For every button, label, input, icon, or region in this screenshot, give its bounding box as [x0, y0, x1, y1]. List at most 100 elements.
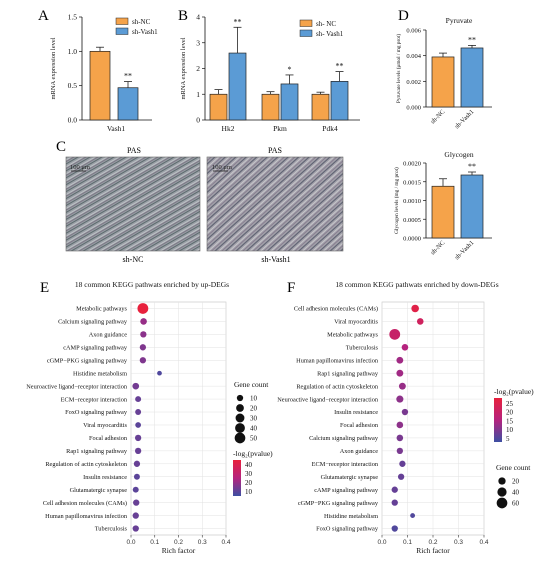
color-legend-label: 30 — [245, 470, 253, 478]
legend-swatch — [299, 19, 313, 27]
pathway-label: cAMP signaling pathway — [314, 487, 379, 494]
size-legend-dot — [235, 423, 245, 433]
x-tick-label: sh-Vash1 — [454, 108, 476, 130]
pathway-label: Metabolic pathways — [76, 306, 127, 313]
bubble-4 — [139, 344, 147, 351]
x-tick-label: 0.3 — [454, 539, 463, 546]
panel-label-a: A — [38, 8, 49, 24]
bubble-15 — [132, 486, 139, 493]
x-tick-label: 0.0 — [126, 539, 135, 546]
pas-label-nc: PAS — [127, 146, 141, 155]
y-axis-label: mRNA expression level — [50, 37, 57, 99]
bubble-16 — [391, 499, 398, 506]
chart-f: 0.0 0.1 0.2 0.3 0.4 Cell adhesion molecules (… — [277, 280, 534, 555]
pathway-label: Human papillomavirus infection — [296, 357, 379, 364]
pathway-label: Calcium signaling pathway — [309, 435, 379, 442]
bubble-2 — [140, 318, 147, 325]
y-tick-label: 0 — [196, 116, 200, 125]
x-tick-label: Vash1 — [107, 124, 126, 133]
pathway-label: Cell adhesion molecules (CAMs) — [43, 500, 127, 507]
y-tick-label: 0.0005 — [403, 217, 421, 224]
size-legend-dot — [498, 477, 506, 485]
pathway-label: Metabolic pathways — [327, 332, 378, 339]
bubble-3 — [140, 331, 147, 338]
y-axis-label: Pyruvate levels (μmol / mg prot) — [395, 34, 402, 103]
bubble-15 — [391, 486, 398, 493]
x-tick-label: 0.1 — [403, 539, 412, 546]
x-tick-label: 0.3 — [198, 539, 207, 546]
bubble-4 — [401, 344, 409, 351]
x-tick-label: sh-NC — [429, 239, 446, 256]
bubble-13 — [133, 460, 141, 467]
legend-swatch — [115, 27, 129, 35]
color-legend-label: 5 — [506, 435, 510, 443]
y-tick-label: 0.0010 — [403, 198, 421, 205]
size-legend-dot — [234, 432, 246, 444]
bubble-12 — [134, 447, 142, 455]
color-legend-bar — [233, 460, 241, 496]
y-tick-label: 4 — [196, 13, 200, 22]
color-legend-label: 20 — [506, 409, 514, 417]
y-tick-label: 0.002 — [406, 79, 421, 86]
bubble-12 — [396, 447, 404, 455]
color-legend-label: 15 — [506, 417, 514, 425]
pas-panel-nc: PAS 100 μm sh-NC — [65, 146, 201, 264]
size-legend-label: 20 — [512, 478, 520, 486]
size-legend-title: Gene count — [234, 380, 269, 389]
legend-swatch — [299, 29, 313, 37]
bubble-9 — [135, 409, 142, 415]
bubble-6 — [396, 369, 404, 377]
color-legend-title: -log₂(pvalue) — [494, 387, 534, 396]
bubble-13 — [399, 460, 406, 467]
panel-label-e: E — [40, 280, 49, 296]
x-axis-label: Rich factor — [416, 546, 450, 555]
y-tick-label: 0.0 — [68, 116, 78, 125]
y-axis-label: Glycogen levels (mg / mg prot) — [393, 167, 400, 234]
pathway-label: Regulation of actin cytoskeleton — [45, 461, 128, 468]
bubble-1 — [137, 303, 149, 314]
bubble-7 — [132, 382, 140, 390]
significance-mark: * — [288, 65, 292, 74]
y-axis-label: mRNA expression level — [180, 37, 187, 99]
chart-title: Pyruvate — [446, 16, 473, 25]
bubble-5 — [396, 356, 404, 364]
bar-glycogen-0 — [431, 185, 455, 239]
chart-title: Glycogen — [444, 150, 473, 159]
chart-pyruvate: 0.000 0.002 0.004 0.006 Pyruvate levels (μmo… — [395, 16, 492, 130]
y-tick-label: 0.004 — [406, 53, 421, 60]
size-legend-label: 10 — [250, 395, 258, 403]
bubble-14 — [397, 473, 405, 480]
pathway-label: Tuberculosis — [346, 345, 379, 352]
pathway-label: Viral myocarditis — [334, 319, 378, 326]
panel-label-f: F — [287, 280, 295, 296]
size-legend-title: Gene count — [496, 463, 531, 472]
pathway-label: Rap1 signaling pathway — [66, 448, 128, 455]
pas-image-nc — [65, 156, 201, 252]
bubble-17 — [410, 513, 416, 518]
size-legend-label: 50 — [250, 435, 258, 443]
chart-a: 0.0 0.5 1.0 1.5 mRNA expression level ** Vash1… — [50, 13, 158, 134]
size-legend-label: 30 — [250, 415, 258, 423]
bubble-2 — [416, 318, 424, 325]
pas-caption-nc: sh-NC — [123, 255, 144, 264]
significance-mark: ** — [336, 62, 344, 71]
legend-label: sh-Vash1 — [132, 28, 158, 36]
significance-mark: ** — [124, 72, 132, 81]
pathway-label: Focal adhesion — [340, 422, 379, 429]
bubble-8 — [135, 396, 142, 403]
pathway-label: Focal adhesion — [89, 435, 128, 442]
pathway-label: Human papillomavirus infection — [45, 513, 128, 520]
x-tick-label: Pdk4 — [322, 124, 338, 133]
bubble-14 — [133, 473, 140, 480]
size-legend-label: 60 — [512, 500, 520, 508]
bubble-11 — [396, 434, 404, 442]
legend-label: sh- Vash1 — [316, 30, 344, 38]
x-tick-label: sh-NC — [429, 108, 446, 125]
chart-title: 18 common KEGG pathwats enriched by up-D… — [75, 280, 229, 289]
pas-scale-nc: 100 μm — [70, 164, 90, 171]
color-legend-label: 40 — [245, 461, 253, 469]
color-legend-label: 10 — [245, 488, 253, 496]
legend-label: sh-NC — [132, 18, 151, 26]
pas-label-vash1: PAS — [268, 146, 282, 155]
